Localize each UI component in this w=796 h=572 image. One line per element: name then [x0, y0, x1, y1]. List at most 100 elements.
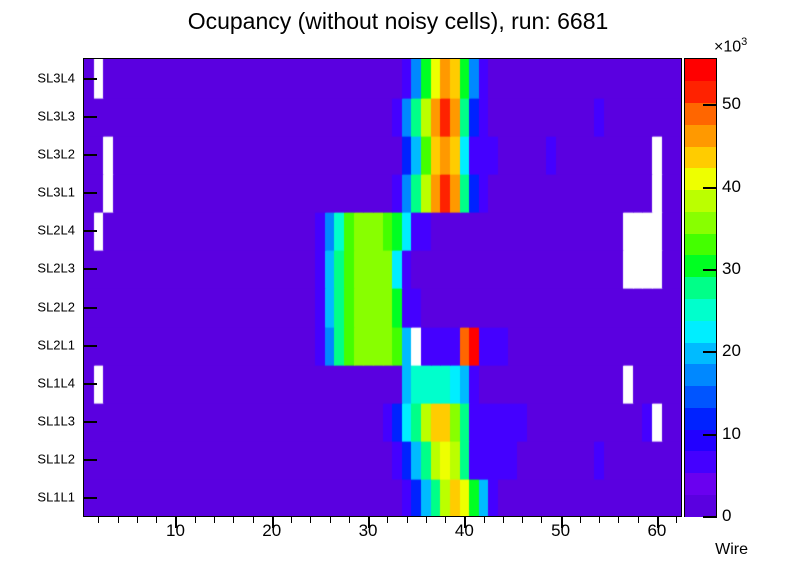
colorbar-band	[685, 80, 716, 104]
colorbar-tick-label: 40	[722, 176, 741, 196]
x-axis-minor-tick	[117, 517, 119, 523]
colorbar-tick-label: 20	[722, 341, 741, 361]
y-axis-tick-mark	[83, 382, 97, 385]
x-axis-minor-tick	[425, 517, 427, 523]
heatmap-plot-area[interactable]	[83, 58, 682, 517]
y-axis-tick-label: SL2L2	[37, 299, 75, 315]
colorbar-band	[685, 472, 716, 495]
y-axis: SL1L1 SL1L2 SL1L3 SL1L4 SL2L1 SL2L2 SL2L3 SL2L4…	[0, 58, 79, 517]
y-axis-tick-mark	[83, 192, 97, 195]
x-axis-minor-tick	[194, 517, 196, 523]
colorbar-band	[685, 189, 716, 212]
x-axis-major-tick	[560, 517, 563, 528]
colorbar-band	[685, 59, 716, 82]
x-axis-tick-label: 40	[454, 521, 474, 540]
x-axis-minor-tick	[483, 517, 485, 523]
y-axis-tick-label: SL3L1	[37, 184, 75, 200]
x-axis-minor-tick	[618, 517, 620, 523]
y-axis-tick-label: SL2L1	[37, 337, 75, 353]
x-axis-tick-label: 10	[166, 521, 185, 540]
x-axis-tick-label: 20	[262, 521, 282, 540]
y-axis-tick-mark	[83, 458, 97, 461]
x-axis-minor-tick	[213, 517, 215, 523]
x-axis-minor-tick	[579, 517, 581, 523]
x-axis-minor-tick	[291, 517, 293, 523]
y-axis-tick-label: SL1L4	[37, 375, 75, 391]
x-axis-minor-tick	[387, 517, 389, 523]
colorbar-tick-mark	[703, 433, 717, 436]
y-axis-tick-mark	[83, 420, 97, 423]
y-axis-tick-label: SL3L2	[37, 146, 75, 162]
y-axis-tick-label: SL2L3	[37, 260, 75, 276]
y-axis-tick-label: SL3L4	[37, 70, 75, 86]
y-axis-tick-label: SL1L3	[37, 413, 75, 429]
colorbar-band	[685, 124, 716, 147]
colorbar-band	[685, 320, 716, 343]
y-axis-tick-label: SL2L4	[37, 222, 75, 238]
colorbar-tick-label: 0	[722, 506, 732, 525]
x-axis-minor-tick	[541, 517, 543, 523]
x-axis-minor-tick	[310, 517, 312, 523]
heatmap-canvas[interactable]	[84, 59, 681, 516]
x-axis-minor-tick	[522, 517, 524, 523]
colorbar-band	[685, 254, 716, 278]
x-axis-major-tick	[175, 517, 178, 528]
y-axis-tick-mark	[83, 154, 97, 157]
x-axis-minor-tick	[156, 517, 158, 523]
y-axis-tick-mark	[83, 116, 97, 119]
colorbar-exponent-power: 3	[741, 36, 748, 48]
colorbar-band	[685, 211, 716, 234]
colorbar-band	[685, 450, 716, 474]
colorbar-band	[685, 146, 716, 169]
x-axis-minor-tick	[676, 517, 678, 523]
colorbar-band	[685, 385, 716, 408]
colorbar-band	[685, 363, 716, 387]
y-axis-tick-mark	[83, 78, 97, 81]
colorbar-tick-label: 50	[722, 94, 741, 114]
colorbar-band	[685, 102, 716, 125]
x-axis-major-tick	[656, 517, 659, 528]
colorbar[interactable]	[684, 58, 717, 517]
colorbar-band	[685, 428, 716, 452]
y-axis-tick-mark	[83, 306, 97, 309]
colorbar-band	[685, 233, 716, 256]
x-axis-minor-tick	[233, 517, 235, 523]
colorbar-exponent-base: ×10	[714, 38, 742, 56]
colorbar-band	[685, 407, 716, 430]
x-axis-minor-tick	[329, 517, 331, 523]
x-axis-minor-tick	[252, 517, 254, 523]
page-title: Ocupancy (without noisy cells), run: 668…	[187, 8, 609, 34]
colorbar-exponent-label: ×103	[714, 36, 747, 56]
x-axis-minor-tick	[502, 517, 504, 523]
x-axis-minor-tick	[445, 517, 447, 523]
x-axis-tick-label: 50	[551, 521, 571, 540]
x-axis-minor-tick	[348, 517, 350, 523]
y-axis-tick-label: SL1L2	[37, 451, 75, 467]
colorbar-band	[685, 298, 716, 321]
y-axis-tick-mark	[83, 268, 97, 271]
colorbar-band	[685, 341, 716, 365]
colorbar-tick-label: 10	[722, 423, 741, 443]
colorbar-tick-label: 30	[722, 258, 741, 278]
x-axis-major-tick	[464, 517, 467, 528]
y-axis-tick-label: SL3L3	[37, 108, 75, 124]
colorbar-band	[685, 167, 716, 191]
y-axis-tick-mark	[83, 344, 97, 347]
colorbar-band	[685, 276, 716, 299]
x-axis-minor-tick	[637, 517, 639, 523]
colorbar-tick-mark	[703, 351, 717, 354]
x-axis-minor-tick	[136, 517, 138, 523]
x-axis-tick-label: 60	[647, 521, 667, 540]
x-axis-minor-tick	[98, 517, 100, 523]
y-axis-tick-mark	[83, 496, 97, 499]
x-axis-tick-label: 30	[358, 521, 378, 540]
y-axis-tick-mark	[83, 230, 97, 233]
x-axis-title: Wire	[715, 541, 748, 558]
colorbar-tick-mark	[703, 186, 717, 189]
x-axis-major-tick	[368, 517, 371, 528]
colorbar-tick-mark	[703, 516, 717, 518]
x-axis-minor-tick	[599, 517, 601, 523]
y-axis-tick-label: SL1L1	[37, 489, 75, 505]
colorbar-band	[685, 494, 716, 517]
